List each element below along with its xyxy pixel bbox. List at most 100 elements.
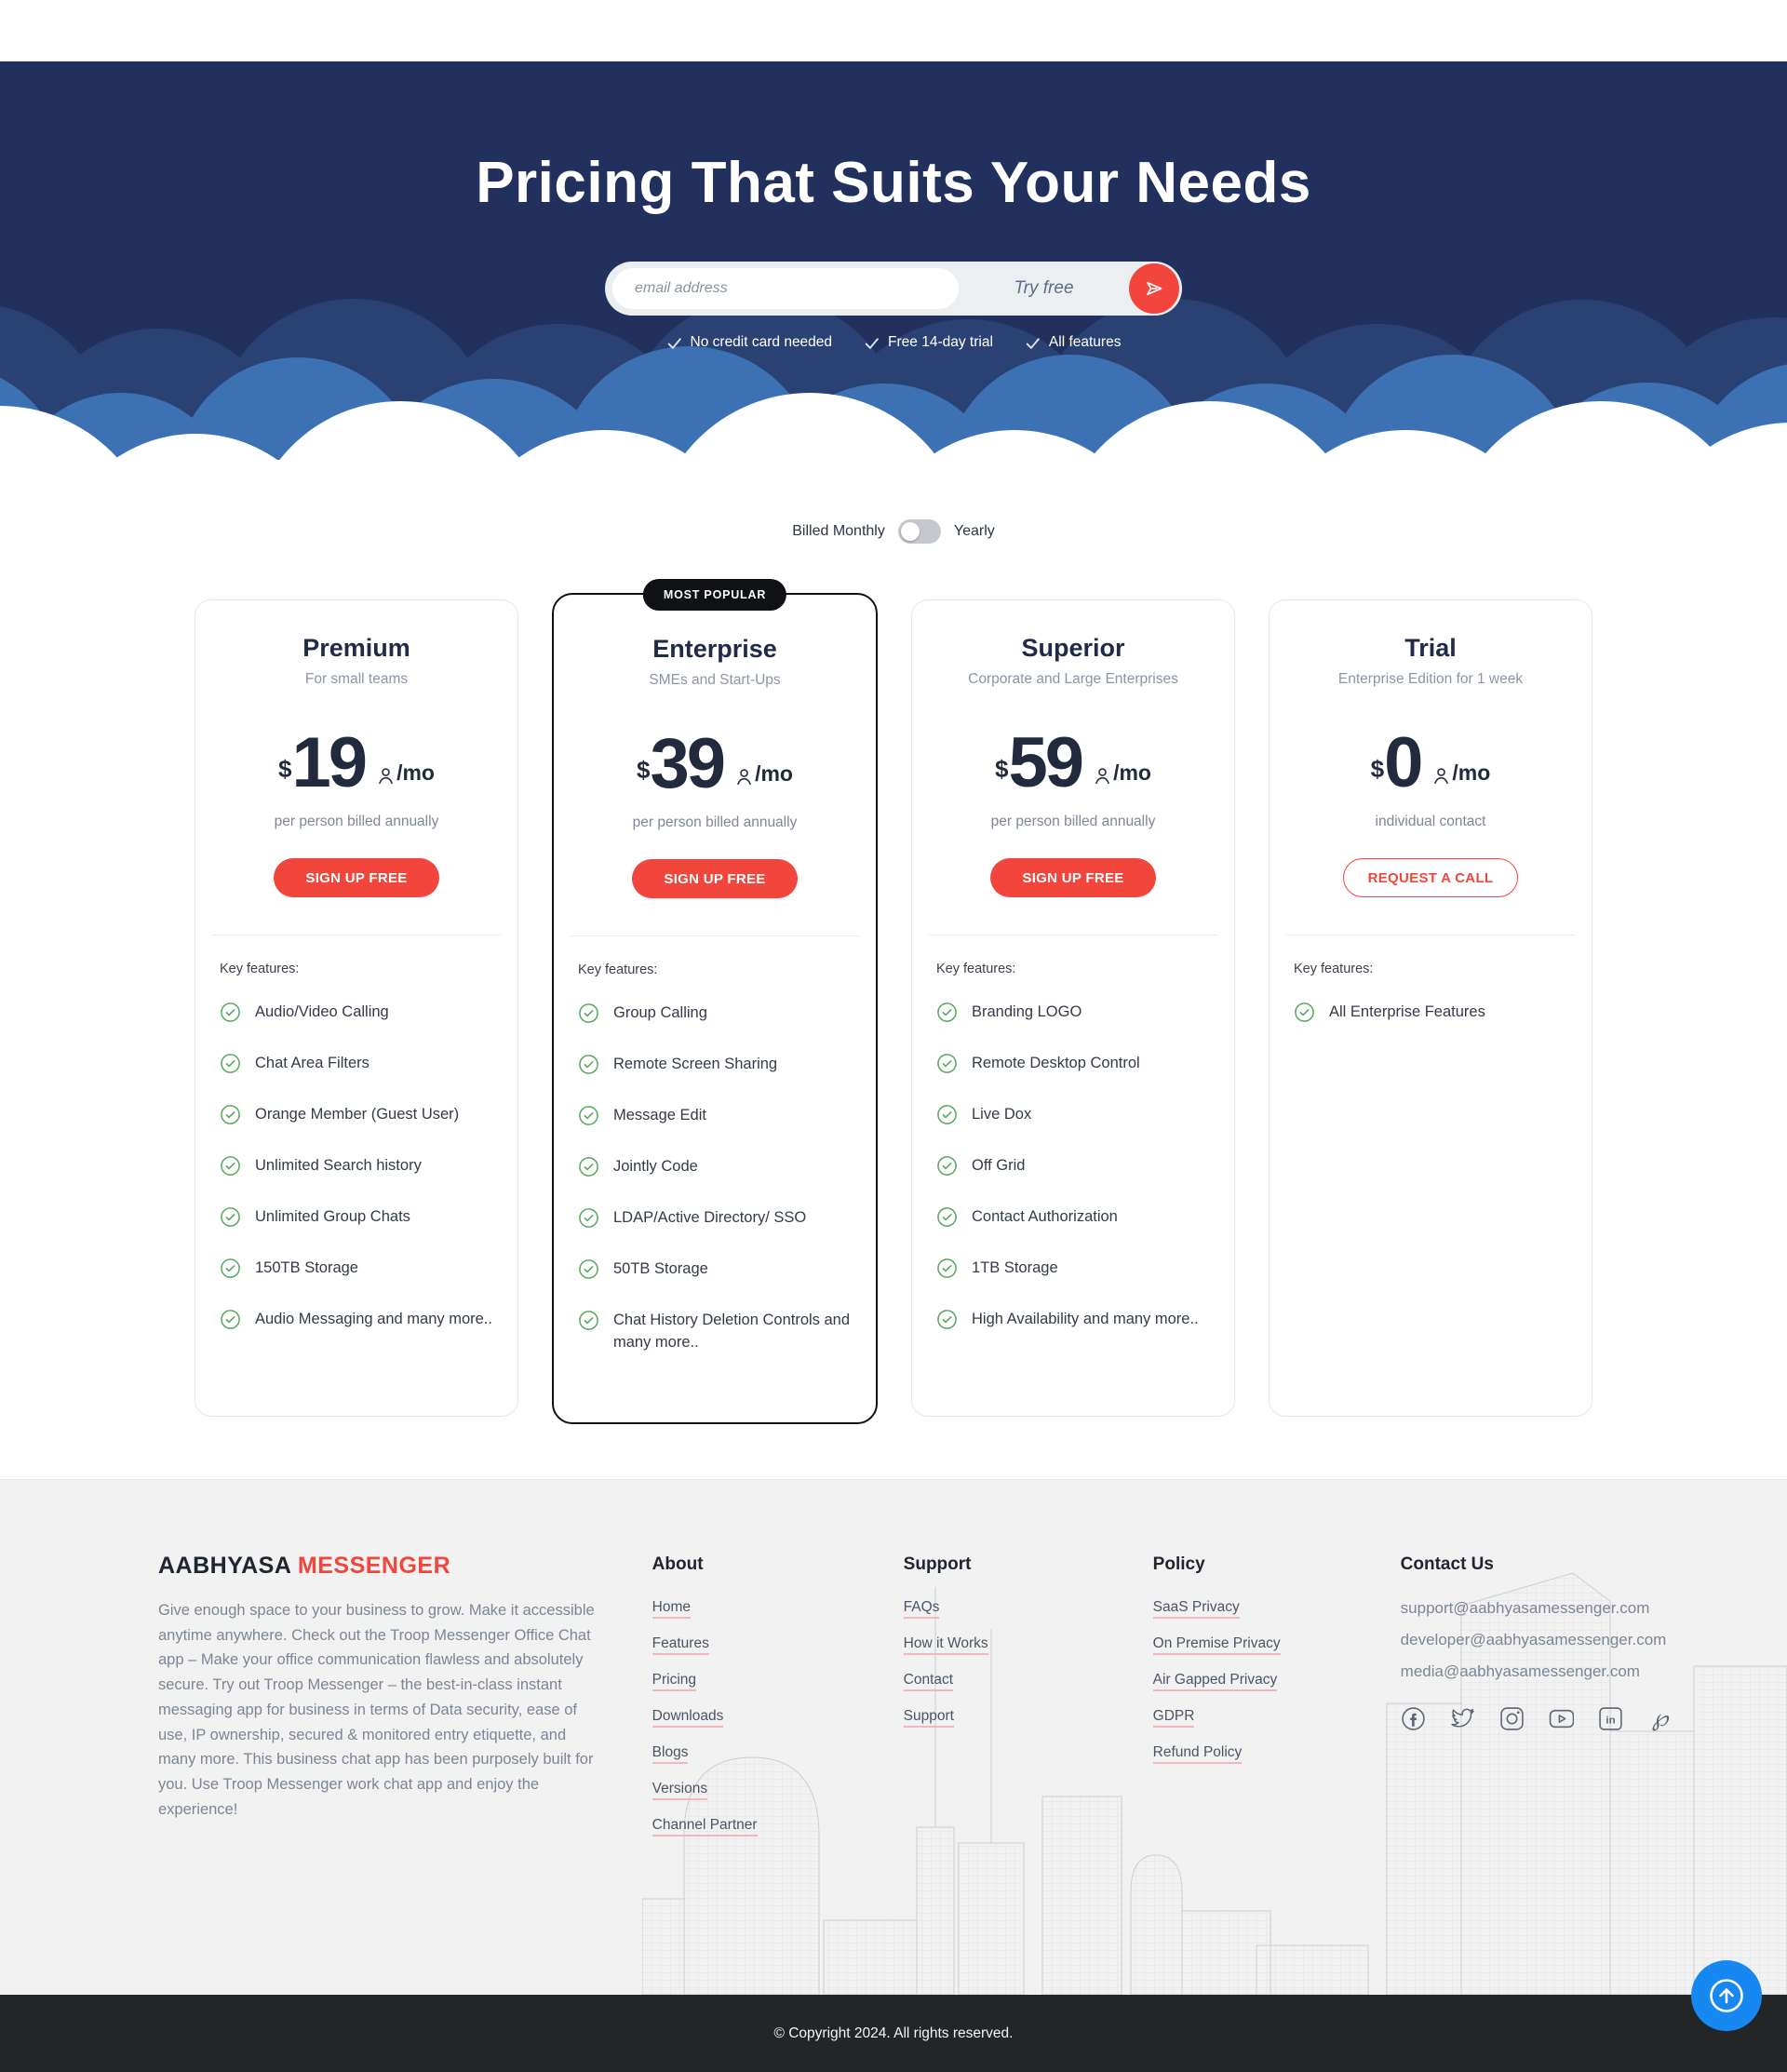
- plan-card-trial: Trial Enterprise Edition for 1 week $0/mo i…: [1269, 599, 1592, 1417]
- price-currency: $: [1370, 755, 1385, 784]
- try-free-label: Try free: [1014, 278, 1074, 298]
- footer-link-columns: About Home Features Pricing Downloads Blogs Ve…: [652, 1553, 1401, 1853]
- price-period: /mo: [1113, 760, 1151, 786]
- cloud-waves-decoration: [0, 296, 1787, 466]
- feature-list: Audio/Video Calling Chat Area Filters Oran…: [220, 1002, 493, 1330]
- skyline-illustration: [642, 1572, 1787, 1995]
- hero-section: Pricing That Suits Your Needs Try free N…: [0, 61, 1787, 466]
- feature-label: Branding LOGO: [972, 1003, 1082, 1021]
- feature-item: Unlimited Group Chats: [220, 1206, 493, 1229]
- svg-text:in: in: [1606, 1715, 1615, 1727]
- feature-item: Message Edit: [578, 1105, 852, 1127]
- feature-label: Message Edit: [613, 1107, 706, 1124]
- price-amount: 0: [1384, 723, 1423, 802]
- page-title: Pricing That Suits Your Needs: [476, 151, 1311, 215]
- features-title: Key features:: [1294, 962, 1374, 977]
- most-popular-badge: MOST POPULAR: [642, 579, 787, 611]
- check-circle-icon: [936, 1002, 958, 1023]
- footer-link-air-gapped-privacy[interactable]: Air Gapped Privacy: [1152, 1672, 1278, 1691]
- sign-up-free-button[interactable]: SIGN UP FREE: [632, 859, 798, 899]
- footer-link-pricing[interactable]: Pricing: [652, 1672, 697, 1691]
- features-title: Key features:: [220, 962, 300, 977]
- contact-email[interactable]: developer@aabhyasamessenger.com: [1400, 1631, 1667, 1648]
- youtube-icon[interactable]: [1549, 1706, 1574, 1731]
- footer-link-how-it-works[interactable]: How it Works: [903, 1635, 988, 1655]
- email-input[interactable]: [612, 268, 959, 309]
- price-amount: 19: [291, 723, 369, 802]
- billing-note: individual contact: [1375, 814, 1486, 830]
- contact-email[interactable]: media@aabhyasamessenger.com: [1400, 1662, 1640, 1680]
- billing-period-toggle[interactable]: [897, 519, 941, 544]
- feature-item: Remote Desktop Control: [936, 1053, 1210, 1075]
- footer-link-on-premise-privacy[interactable]: On Premise Privacy: [1152, 1635, 1281, 1655]
- feature-label: Chat History Deletion Controls and many …: [613, 1311, 851, 1351]
- plan-card-enterprise: MOST POPULAR Enterprise SMEs and Start-Ups…: [552, 579, 878, 1424]
- footer-link-features[interactable]: Features: [652, 1635, 709, 1655]
- benefits-row: No credit card needed Free 14-day trial Al…: [0, 334, 1787, 351]
- feature-item: 50TB Storage: [578, 1258, 852, 1281]
- footer-column-title: Policy: [1152, 1554, 1205, 1574]
- footer-link-channel-partner[interactable]: Channel Partner: [652, 1817, 758, 1837]
- scroll-to-top-button[interactable]: [1691, 1960, 1762, 2031]
- feature-item: Group Calling: [578, 1002, 852, 1025]
- feature-label: Contact Authorization: [972, 1208, 1118, 1225]
- send-icon: [1142, 276, 1166, 301]
- check-circle-icon: [936, 1309, 958, 1330]
- feature-item: Live Dox: [936, 1104, 1210, 1126]
- feature-label: LDAP/Active Directory/ SSO: [613, 1209, 807, 1226]
- plan-card-premium: Premium For small teams $19/mo per person b…: [195, 599, 518, 1417]
- feature-list: All Enterprise Features: [1294, 1002, 1567, 1024]
- benefit-label: Free 14-day trial: [888, 334, 993, 350]
- feature-label: 50TB Storage: [613, 1259, 708, 1277]
- check-circle-icon: [578, 1156, 599, 1177]
- features-title: Key features:: [578, 962, 658, 978]
- footer-link-refund-policy[interactable]: Refund Policy: [1152, 1744, 1243, 1764]
- footer-link-versions[interactable]: Versions: [652, 1781, 708, 1800]
- footer-link-gdpr[interactable]: GDPR: [1152, 1708, 1195, 1728]
- brand-name-accent: MESSENGER: [297, 1553, 451, 1579]
- footer-link-home[interactable]: Home: [652, 1599, 692, 1619]
- footer-link-downloads[interactable]: Downloads: [652, 1708, 724, 1728]
- billed-monthly-label: Billed Monthly: [792, 523, 885, 539]
- footer-link-saas-privacy[interactable]: SaaS Privacy: [1152, 1599, 1240, 1619]
- plan-subtitle: SMEs and Start-Ups: [649, 672, 781, 688]
- contact-us-title: Contact Us: [1400, 1554, 1494, 1574]
- footer-link-contact[interactable]: Contact: [903, 1672, 954, 1691]
- check-circle-icon: [220, 1155, 241, 1177]
- feature-label: Jointly Code: [613, 1158, 698, 1176]
- check-circle-icon: [220, 1053, 241, 1074]
- footer-link-blogs[interactable]: Blogs: [652, 1744, 689, 1764]
- check-icon: [666, 335, 682, 351]
- toggle-knob: [900, 522, 920, 541]
- billing-note: per person billed annually: [632, 814, 798, 831]
- benefit-item: All features: [1025, 334, 1121, 351]
- pinterest-icon[interactable]: ℘: [1647, 1706, 1673, 1731]
- instagram-icon[interactable]: [1499, 1706, 1525, 1731]
- sign-up-free-button[interactable]: SIGN UP FREE: [274, 858, 439, 898]
- check-circle-icon: [578, 1207, 599, 1229]
- footer-brand: AABHYASA MESSENGER Give enough space to …: [158, 1553, 598, 1853]
- plan-subtitle: Enterprise Edition for 1 week: [1337, 671, 1524, 687]
- check-circle-icon: [936, 1258, 958, 1279]
- plan-price: $0/mo: [1294, 723, 1567, 802]
- plan-name: Trial: [1404, 634, 1457, 662]
- contact-email[interactable]: support@aabhyasamessenger.com: [1400, 1599, 1650, 1617]
- sign-up-free-button[interactable]: SIGN UP FREE: [990, 858, 1156, 898]
- billing-toggle-row: Billed Monthly Yearly: [0, 519, 1787, 544]
- submit-email-button[interactable]: [1129, 263, 1179, 314]
- feature-label: All Enterprise Features: [1329, 1003, 1485, 1021]
- twitter-icon[interactable]: [1450, 1706, 1475, 1731]
- facebook-icon[interactable]: [1401, 1706, 1426, 1731]
- feature-item: Orange Member (Guest User): [220, 1104, 493, 1126]
- footer-link-faqs[interactable]: FAQs: [903, 1599, 940, 1619]
- request-a-call-button[interactable]: REQUEST A CALL: [1342, 858, 1519, 898]
- copyright-bar: © Copyright 2024. All rights reserved.: [0, 1995, 1787, 2072]
- linkedin-icon[interactable]: in: [1598, 1706, 1623, 1731]
- footer-link-support[interactable]: Support: [903, 1708, 954, 1728]
- brand-description: Give enough space to your business to gr…: [158, 1602, 595, 1818]
- check-icon: [1025, 335, 1041, 351]
- plan-price: $39/mo: [578, 728, 852, 799]
- benefit-label: No credit card needed: [690, 334, 833, 350]
- features-title: Key features:: [936, 962, 1016, 977]
- check-circle-icon: [578, 1258, 599, 1280]
